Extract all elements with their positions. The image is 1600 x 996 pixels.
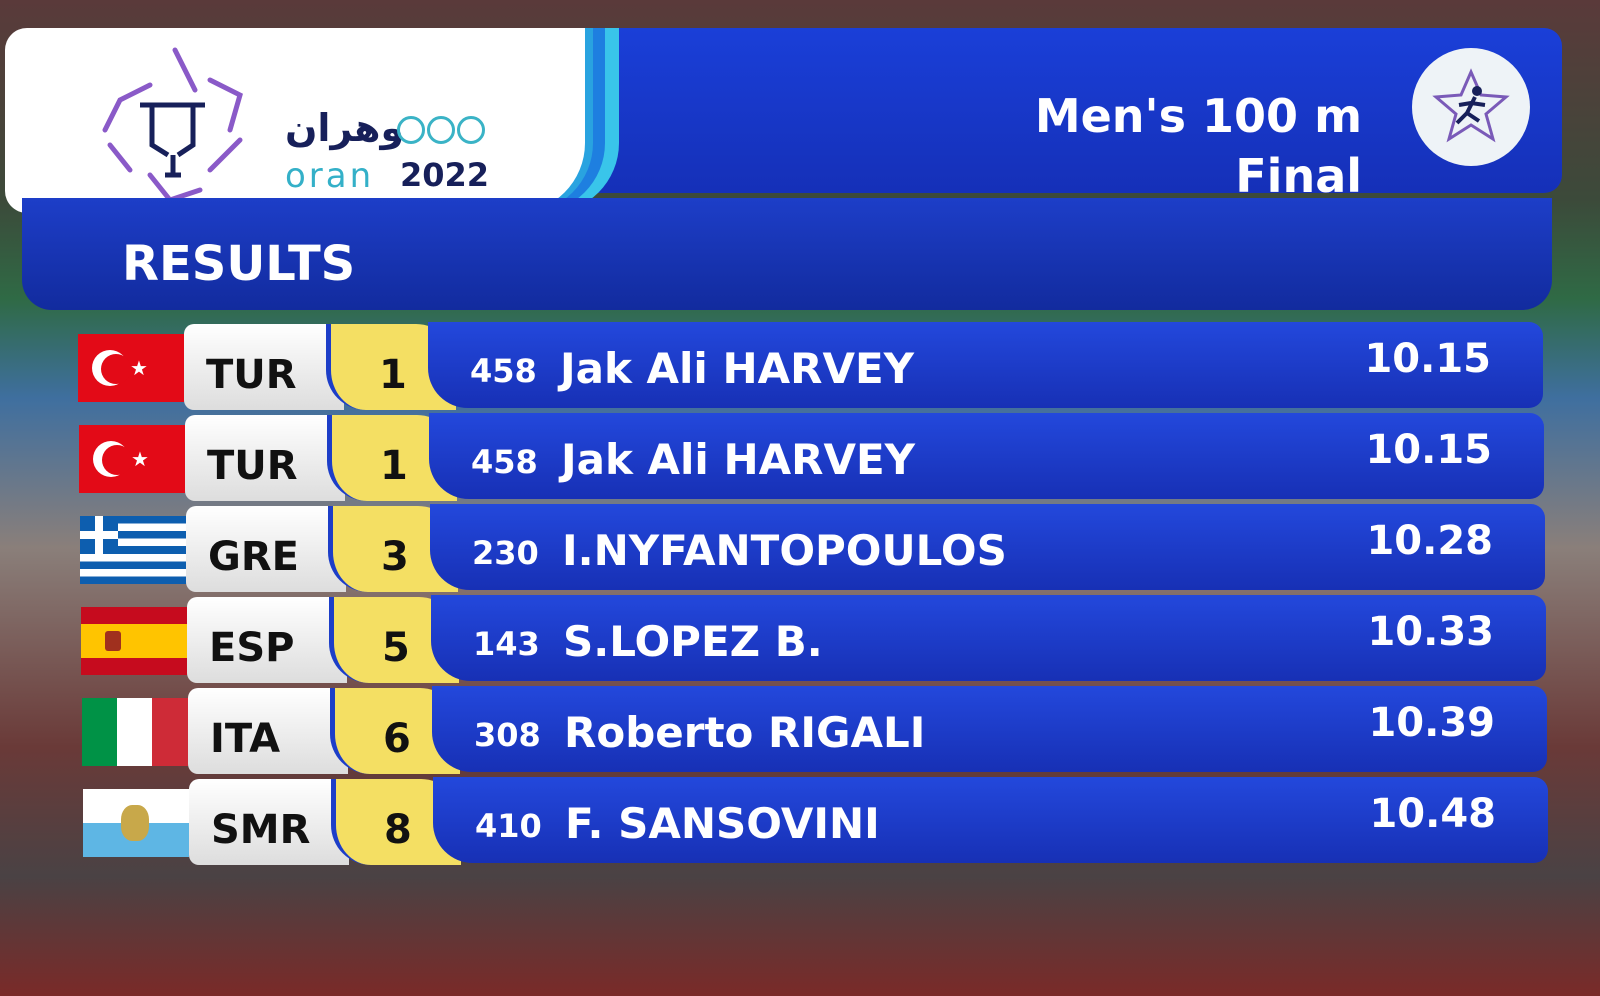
athlete-name: S.LOPEZ B. — [563, 617, 823, 666]
bib-number: 308 — [474, 716, 541, 754]
country-code: GRE — [186, 506, 346, 592]
spain-flag-icon — [81, 607, 187, 675]
bib-number: 458 — [471, 443, 538, 481]
country-code: ITA — [188, 688, 348, 774]
event-title: Men's 100 m Final — [1035, 86, 1362, 206]
country-code: SMR — [189, 779, 349, 865]
turkey-flag-icon: ★ — [78, 334, 184, 402]
athlete-bar: 410 F. SANSOVINI 10.48 — [433, 777, 1548, 863]
lion-star-logo-icon — [102, 47, 243, 203]
athlete-name: Roberto RIGALI — [564, 708, 926, 757]
result-row: ★ TUR 1 458 Jak Ali HARVEY 10.15 — [79, 413, 1549, 501]
athlete-bar: 143 S.LOPEZ B. 10.33 — [431, 595, 1546, 681]
running-athlete-icon — [1412, 48, 1530, 166]
country-code: TUR — [184, 324, 344, 410]
italy-flag-icon — [82, 698, 188, 766]
result-time: 10.48 — [1369, 791, 1496, 837]
bib-number: 143 — [473, 625, 540, 663]
athlete-bar: 308 Roberto RIGALI 10.39 — [432, 686, 1547, 772]
athlete-bar: 458 Jak Ali HARVEY 10.15 — [428, 322, 1543, 408]
athlete-name: Jak Ali HARVEY — [560, 344, 915, 393]
athlete-name: F. SANSOVINI — [565, 799, 880, 848]
result-time: 10.39 — [1368, 700, 1495, 746]
result-time: 10.15 — [1364, 336, 1491, 382]
bib-number: 230 — [472, 534, 539, 572]
country-code: ESP — [187, 597, 347, 683]
oran-2022-logo: وهران oran 2022 — [5, 28, 585, 213]
bib-number: 410 — [475, 807, 542, 845]
athlete-name: I.NYFANTOPOULOS — [562, 526, 1007, 575]
country-code: TUR — [185, 415, 345, 501]
athlete-name: Jak Ali HARVEY — [561, 435, 916, 484]
result-row: SMR 8 410 F. SANSOVINI 10.48 — [83, 777, 1553, 865]
athlete-bar: 230 I.NYFANTOPOULOS 10.28 — [430, 504, 1545, 590]
result-row: ITA 6 308 Roberto RIGALI 10.39 — [82, 686, 1552, 774]
result-time: 10.15 — [1365, 427, 1492, 473]
result-time: 10.33 — [1367, 609, 1494, 655]
result-row: GRE 3 230 I.NYFANTOPOULOS 10.28 — [80, 504, 1550, 592]
greece-flag-icon — [80, 516, 186, 584]
rank: 5 — [329, 597, 459, 683]
event-name: Men's 100 m — [1034, 89, 1362, 143]
results-header: RESULTS — [22, 198, 1552, 310]
athlete-bar: 458 Jak Ali HARVEY 10.15 — [429, 413, 1544, 499]
san-marino-flag-icon — [83, 789, 189, 857]
bib-number: 458 — [470, 352, 537, 390]
event-phase: Final — [1235, 149, 1362, 203]
logo-city: oran — [285, 156, 375, 196]
logo-year: 2022 — [400, 156, 490, 194]
section-title: RESULTS — [122, 236, 356, 292]
logo-arabic-text: وهران — [285, 106, 405, 150]
result-row: ★ TUR 1 458 Jak Ali HARVEY 10.15 — [78, 322, 1548, 410]
olympic-rings-icon — [397, 116, 485, 144]
event-banner: Men's 100 m Final — [520, 28, 1562, 203]
result-time: 10.28 — [1366, 518, 1493, 564]
result-row: ESP 5 143 S.LOPEZ B. 10.33 — [81, 595, 1551, 683]
turkey-flag-icon: ★ — [79, 425, 185, 493]
